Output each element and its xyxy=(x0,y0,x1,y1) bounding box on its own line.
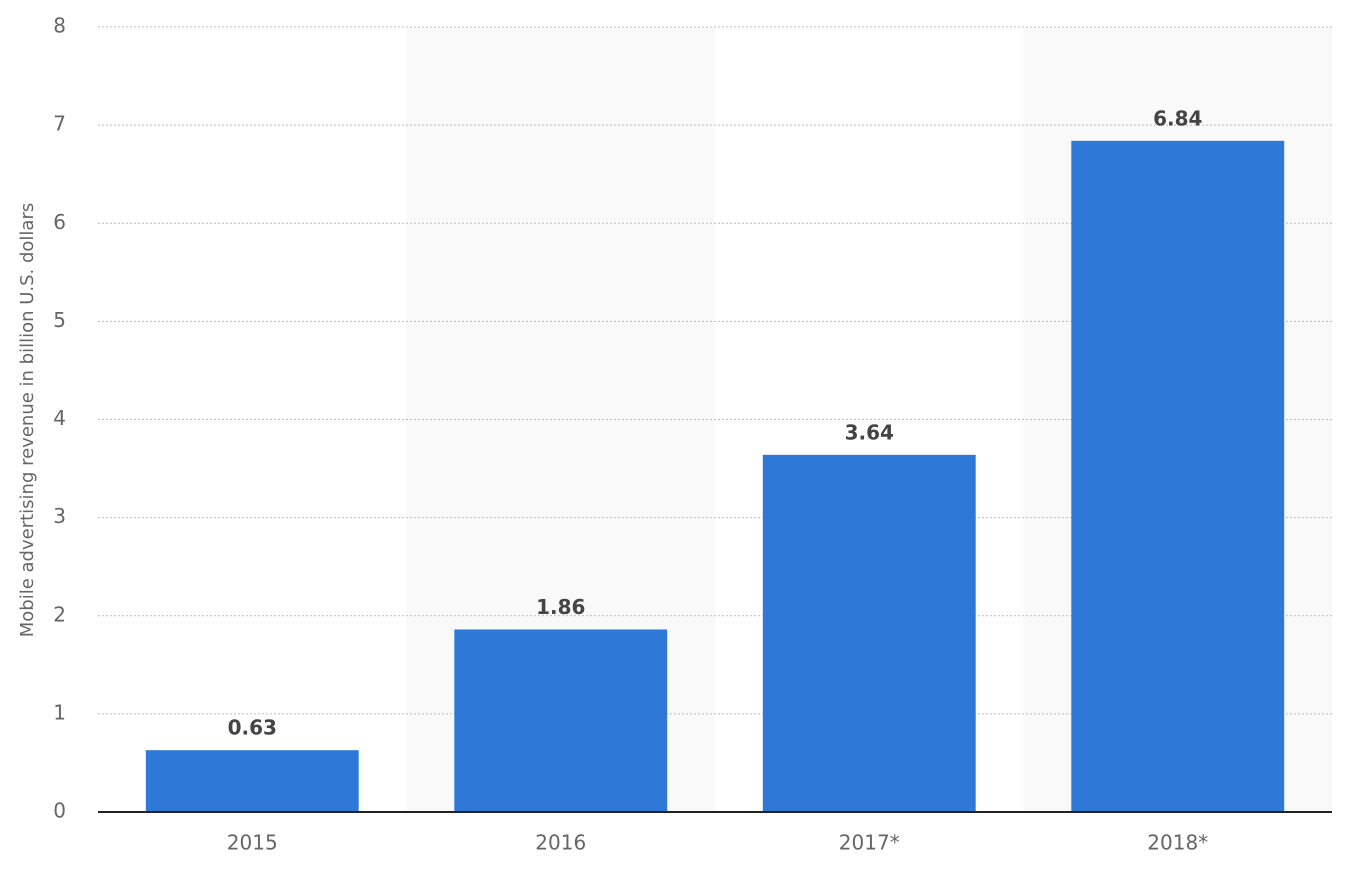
y-tick-label: 5 xyxy=(53,308,66,332)
y-tick-label: 7 xyxy=(53,112,66,136)
value-label: 1.86 xyxy=(536,595,585,619)
y-tick-label: 0 xyxy=(53,799,66,823)
bar xyxy=(1071,140,1285,812)
y-tick-label: 2 xyxy=(53,602,66,626)
value-label: 0.63 xyxy=(228,716,277,740)
y-tick-label: 8 xyxy=(53,14,66,38)
x-tick-label: 2015 xyxy=(227,831,278,855)
bar xyxy=(145,750,359,812)
x-tick-label: 2018* xyxy=(1147,831,1208,855)
y-tick-label: 3 xyxy=(53,504,66,528)
y-tick-label: 6 xyxy=(53,210,66,234)
x-tick-label: 2017* xyxy=(839,831,900,855)
value-label: 3.64 xyxy=(845,420,894,444)
bar xyxy=(762,454,976,812)
y-axis-label: Mobile advertising revenue in billion U.… xyxy=(17,203,38,637)
value-label: 6.84 xyxy=(1153,106,1202,130)
bar xyxy=(454,629,668,812)
y-tick-label: 4 xyxy=(53,406,66,430)
x-tick-label: 2016 xyxy=(535,831,586,855)
y-tick-label: 1 xyxy=(53,700,66,724)
